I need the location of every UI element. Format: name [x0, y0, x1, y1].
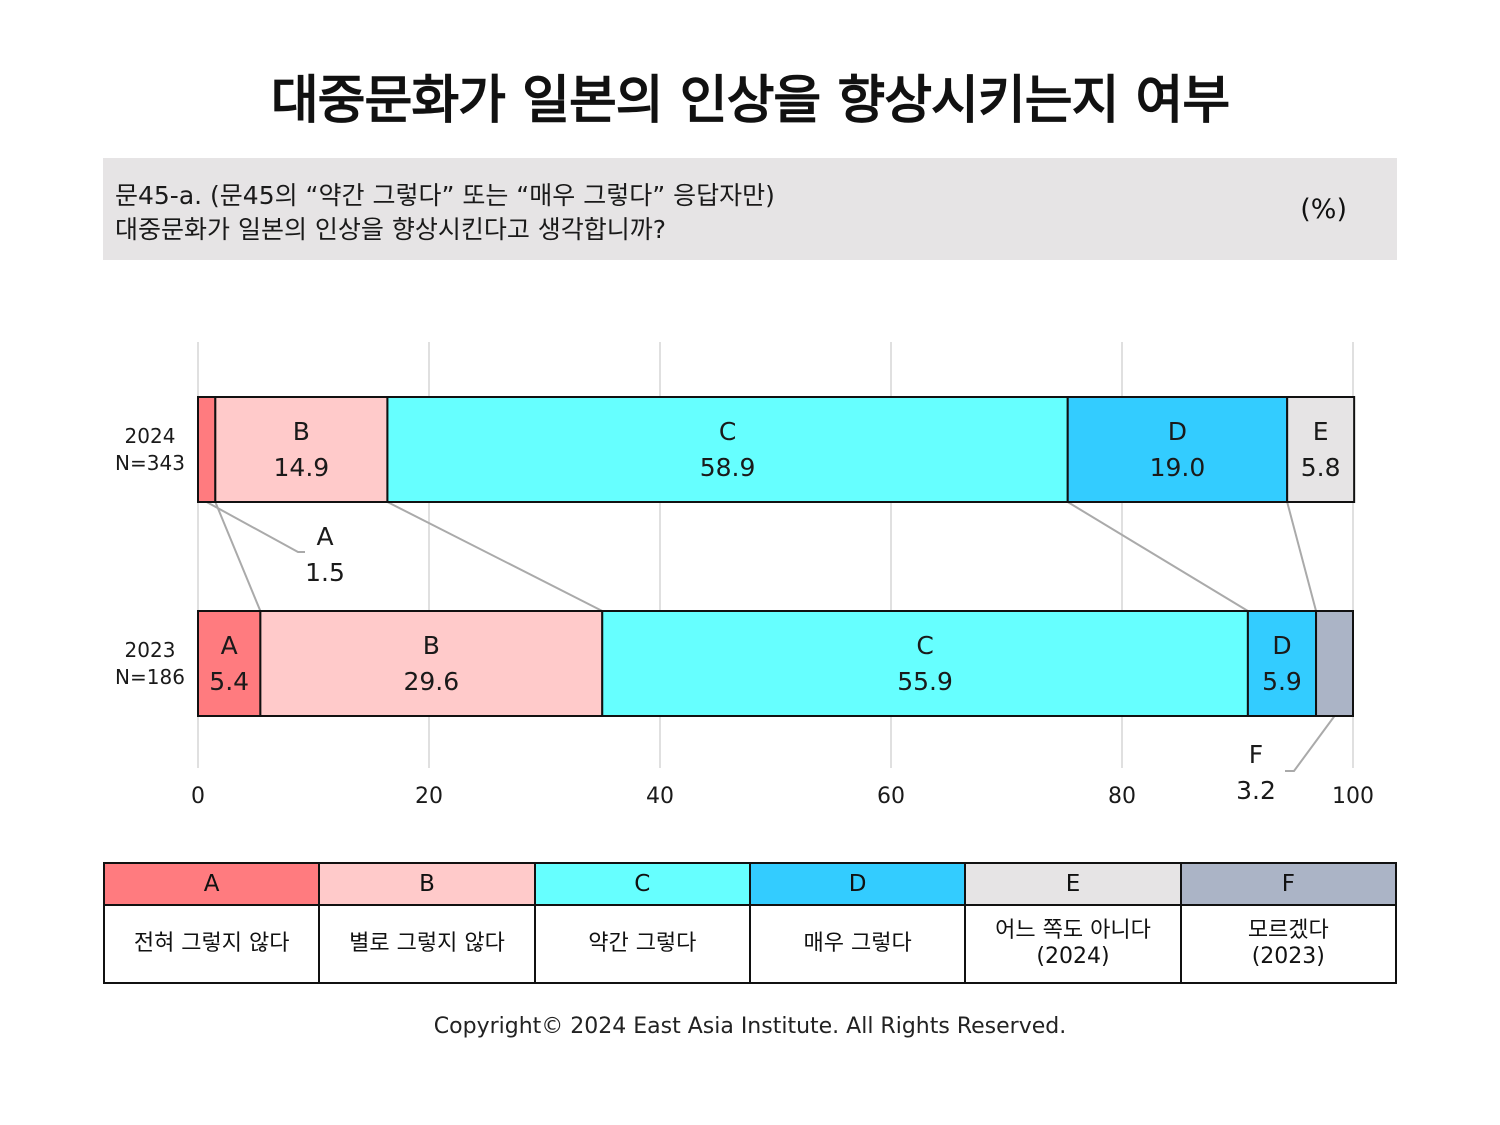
legend-key: B — [320, 864, 534, 906]
connector-line — [1067, 501, 1249, 612]
segment-value-label: 55.9 — [897, 667, 953, 696]
segment-value-label: 5.8 — [1301, 453, 1341, 482]
callout-line — [206, 501, 305, 553]
x-tick-label: 20 — [415, 784, 443, 809]
callout-key-label: A — [316, 522, 333, 551]
callout-line — [1285, 715, 1336, 772]
bar-segment-d — [1066, 396, 1289, 503]
legend-description: 약간 그렇다 — [588, 930, 697, 956]
legend-column-b: B 별로 그렇지 않다 — [320, 864, 536, 982]
unit-label: (%) — [1300, 194, 1347, 225]
bar-segment-a — [197, 610, 262, 717]
x-tick-label: 60 — [877, 784, 905, 809]
legend-column-a: A 전혀 그렇지 않다 — [105, 864, 321, 982]
segment-value-label: 29.6 — [403, 667, 459, 696]
legend-key: C — [535, 864, 749, 906]
row-n-label: N=186 — [115, 665, 185, 689]
callout-value-label: 1.5 — [305, 558, 345, 587]
x-tick-label: 0 — [191, 784, 205, 809]
segment-key-label: C — [916, 631, 933, 660]
x-tick-label: 100 — [1332, 784, 1374, 809]
question-line-1: 문45-a. (문45의 “약간 그렇다” 또는 “매우 그렇다” 응답자만) — [115, 181, 775, 210]
segment-value-label: 19.0 — [1150, 453, 1206, 482]
legend-table: A 전혀 그렇지 않다 B 별로 그렇지 않다 C 약간 그렇다 D 매우 그렇다 E 어느 쪽도… — [103, 862, 1397, 984]
segment-key-label: D — [1272, 631, 1291, 660]
legend-key: E — [966, 864, 1180, 906]
x-tick-label: 80 — [1108, 784, 1136, 809]
connector-line — [386, 501, 603, 612]
bar-segment-b — [259, 610, 604, 717]
bar-segment-a — [197, 396, 217, 503]
chart-title: 대중문화가 일본의 인상을 향상시키는지 여부 — [270, 71, 1230, 131]
legend-column-e: E 어느 쪽도 아니다 (2024) — [966, 864, 1182, 982]
connector-line — [1286, 501, 1318, 612]
question-line-2: 대중문화가 일본의 인상을 향상시킨다고 생각합니까? — [115, 215, 667, 244]
legend-description: 전혀 그렇지 않다 — [133, 930, 290, 956]
legend-description: 별로 그렇지 않다 — [349, 930, 505, 956]
segment-value-label: 5.4 — [209, 667, 249, 696]
row-n-label: N=343 — [115, 451, 185, 475]
connector-line — [214, 501, 262, 612]
legend-description: 어느 쪽도 아니다 (2024) — [995, 917, 1151, 969]
segment-key-label: D — [1168, 417, 1187, 446]
question-box: 문45-a. (문45의 “약간 그렇다” 또는 “매우 그렇다” 응답자만) … — [103, 158, 1397, 260]
legend-key: F — [1181, 864, 1395, 906]
segment-key-label: C — [719, 417, 736, 446]
copyright-text: Copyright© 2024 East Asia Institute. All… — [433, 1014, 1067, 1039]
legend-description: 매우 그렇다 — [803, 930, 912, 956]
callout-value-label: 3.2 — [1236, 776, 1276, 805]
segment-value-label: 14.9 — [274, 453, 330, 482]
legend-key: A — [105, 864, 319, 906]
legend-column-d: D 매우 그렇다 — [750, 864, 967, 982]
legend-key: D — [750, 864, 965, 906]
segment-key-label: E — [1313, 417, 1329, 446]
segment-value-label: 58.9 — [700, 453, 756, 482]
segment-value-label: 5.9 — [1262, 667, 1302, 696]
stacked-bar-chart: 0 20 40 60 80 100 2024 N=343 2023 N=186 A 1.5 B 14.9 C… — [115, 342, 1374, 809]
x-tick-label: 40 — [646, 784, 674, 809]
bar-segment-e — [1286, 396, 1356, 503]
row-year-label: 2023 — [125, 638, 176, 662]
legend-column-c: C 약간 그렇다 — [535, 864, 751, 982]
legend-column-f: F 모르겠다 (2023) — [1181, 864, 1395, 982]
row-year-label: 2024 — [125, 424, 176, 448]
legend-description: 모르겠다 (2023) — [1247, 917, 1329, 969]
bar-segment-c — [386, 396, 1069, 503]
bar-segment-b — [214, 396, 389, 503]
bar-segment-d — [1246, 610, 1318, 717]
callout-key-label: F — [1249, 740, 1263, 769]
bar-segment-f — [1315, 610, 1355, 717]
segment-key-label: A — [221, 631, 238, 660]
segment-key-label: B — [423, 631, 440, 660]
segment-key-label: B — [293, 417, 310, 446]
bar-segment-c — [601, 610, 1249, 717]
